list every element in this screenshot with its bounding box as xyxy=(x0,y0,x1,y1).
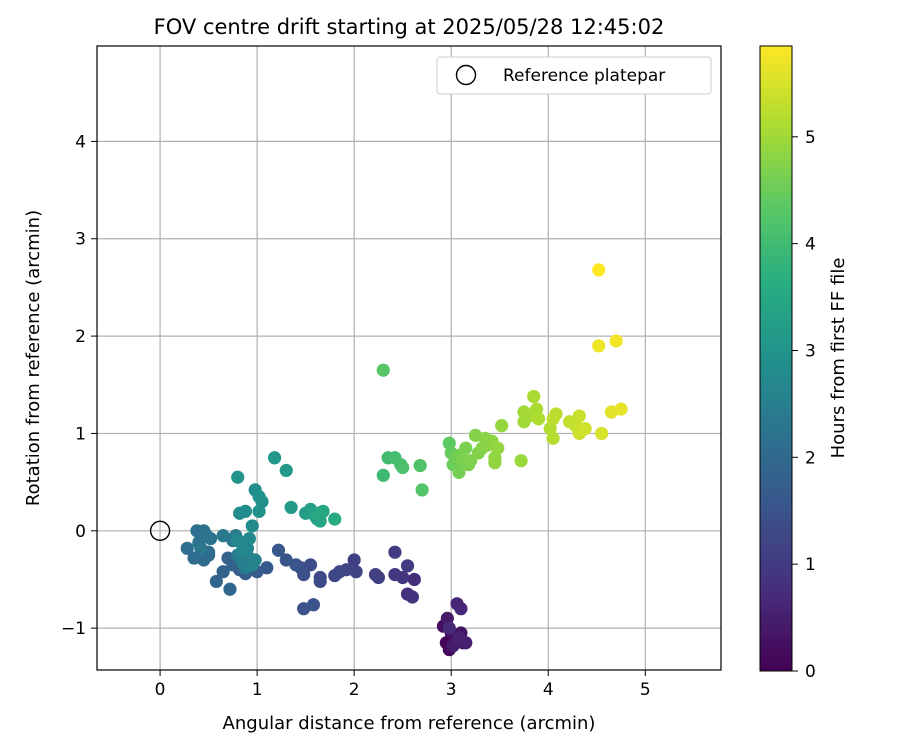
x-tick-label: 5 xyxy=(640,680,651,700)
colorbar-tick-label: 2 xyxy=(805,448,816,468)
data-point xyxy=(231,533,245,548)
reference-marker xyxy=(149,520,171,541)
data-point xyxy=(248,553,262,567)
y-tick-label: 0 xyxy=(75,522,86,542)
legend-label: Reference platepar xyxy=(503,66,665,86)
data-point xyxy=(347,553,361,567)
data-point xyxy=(546,412,560,426)
data-point xyxy=(527,389,541,404)
y-axis-ticks: −1 0 1 2 3 4 xyxy=(61,132,97,639)
data-point xyxy=(514,454,528,468)
x-axis-ticks: 0 1 2 3 4 5 xyxy=(155,670,651,700)
data-point xyxy=(454,602,468,616)
data-point xyxy=(284,500,298,515)
data-point xyxy=(368,567,383,582)
x-tick-label: 1 xyxy=(252,680,263,700)
data-points xyxy=(180,263,628,657)
data-point xyxy=(216,565,230,579)
data-point xyxy=(200,529,214,543)
data-point xyxy=(592,339,606,353)
data-point xyxy=(271,543,286,557)
colorbar-tick-label: 0 xyxy=(805,662,816,682)
data-point xyxy=(413,458,427,473)
data-point xyxy=(442,621,456,635)
data-point xyxy=(405,590,419,604)
data-point xyxy=(310,506,324,520)
x-axis-label: Angular distance from reference (arcmin) xyxy=(223,713,596,734)
y-tick-label: −1 xyxy=(61,619,86,639)
data-point xyxy=(328,512,342,526)
data-point xyxy=(452,631,466,645)
data-point xyxy=(209,574,223,589)
y-tick-label: 1 xyxy=(75,424,86,444)
colorbar-tick-label: 4 xyxy=(805,235,816,255)
data-point xyxy=(252,490,266,504)
legend-marker xyxy=(455,64,477,86)
colorbar-label: Hours from first FF file xyxy=(828,258,849,459)
data-point xyxy=(376,363,390,377)
data-point xyxy=(531,412,546,426)
data-point xyxy=(313,574,327,589)
chart-title: FOV centre drift starting at 2025/05/28 … xyxy=(154,15,665,39)
y-tick-label: 2 xyxy=(75,327,86,347)
data-point xyxy=(242,531,256,546)
data-point xyxy=(491,441,505,455)
legend-box xyxy=(436,56,712,95)
data-point xyxy=(235,543,250,557)
x-tick-label: 3 xyxy=(446,680,457,700)
data-point xyxy=(595,426,609,441)
data-point xyxy=(187,551,201,565)
data-point xyxy=(279,553,293,567)
data-point xyxy=(592,263,606,277)
x-tick-label: 0 xyxy=(155,680,166,700)
legend: Reference platepar xyxy=(436,56,712,95)
data-point xyxy=(233,506,247,520)
data-point xyxy=(231,470,245,484)
data-point xyxy=(267,451,282,465)
data-point xyxy=(572,409,586,423)
data-point xyxy=(415,483,429,497)
colorbar-tick-label: 1 xyxy=(805,555,816,575)
data-point xyxy=(614,402,628,416)
data-point xyxy=(452,465,466,479)
data-point xyxy=(279,463,293,478)
data-point xyxy=(459,441,473,455)
data-point xyxy=(609,334,623,348)
y-axis-label: Rotation from reference (arcmin) xyxy=(23,210,44,506)
data-point xyxy=(388,567,402,582)
y-tick-label: 3 xyxy=(75,230,86,250)
colorbar: 0 1 2 3 4 5 Hours from first FF file xyxy=(759,45,849,682)
data-point xyxy=(396,460,410,475)
data-point xyxy=(407,572,421,587)
data-point xyxy=(252,504,266,518)
reference-platepar-marker xyxy=(149,520,171,541)
plot-area-frame xyxy=(96,45,722,671)
data-point xyxy=(488,456,502,470)
data-point xyxy=(223,582,237,596)
data-point xyxy=(180,541,194,555)
data-point xyxy=(306,598,321,612)
data-point xyxy=(328,568,342,583)
data-point xyxy=(388,545,402,559)
data-point xyxy=(400,559,415,573)
data-point xyxy=(194,541,208,555)
data-point xyxy=(578,421,592,436)
data-point xyxy=(546,431,560,445)
colorbar-tick-label: 3 xyxy=(805,341,816,361)
data-point xyxy=(245,519,259,533)
colorbar-ticks: 0 1 2 3 4 5 xyxy=(792,128,816,682)
y-tick-label: 4 xyxy=(75,132,86,152)
data-point xyxy=(495,419,509,433)
colorbar-tick-label: 5 xyxy=(805,128,816,148)
x-tick-label: 2 xyxy=(349,680,360,700)
data-point xyxy=(376,468,390,482)
x-tick-label: 4 xyxy=(543,680,554,700)
colorbar-gradient xyxy=(759,45,793,672)
